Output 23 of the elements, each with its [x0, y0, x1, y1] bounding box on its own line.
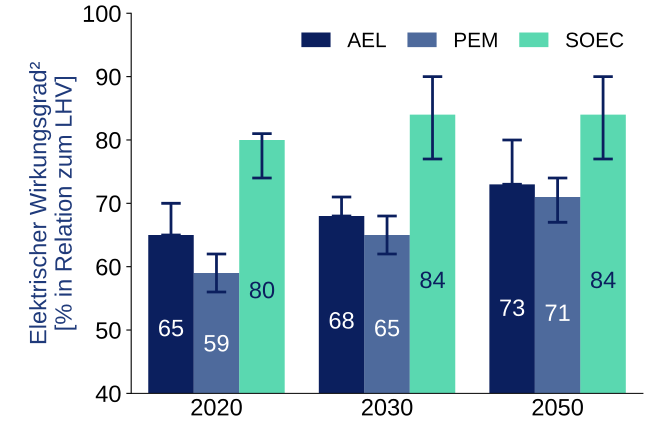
data-label: 71 [546, 304, 570, 321]
x-tick-label: 2050 [532, 398, 583, 416]
y-tick-label: 70 [96, 195, 121, 212]
y-tick-label: 80 [96, 132, 121, 149]
y-axis-title: Elektrischer Wirkungsgrad² [% in Relation zum LHV] [29, 62, 77, 344]
legend-label: PEM [454, 32, 497, 48]
legend-label: SOEC [566, 32, 624, 48]
y-tick-label: 60 [96, 258, 121, 276]
y-tick-label: 40 [96, 385, 121, 402]
data-label: 73 [500, 299, 524, 316]
data-label: 59 [204, 334, 228, 352]
data-label: 84 [420, 271, 445, 288]
y-tick-label: 100 [84, 5, 121, 22]
data-label: 80 [250, 282, 274, 298]
x-tick-label: 2020 [191, 398, 242, 416]
data-label: 65 [159, 320, 184, 336]
legend-label: AEL [347, 32, 386, 48]
y-tick-label: 90 [96, 68, 121, 86]
data-label: 84 [590, 271, 616, 288]
x-tick-label: 2030 [362, 398, 412, 416]
y-tick-label: 50 [96, 322, 121, 339]
data-label: 65 [375, 320, 400, 336]
data-label: 68 [330, 312, 354, 329]
